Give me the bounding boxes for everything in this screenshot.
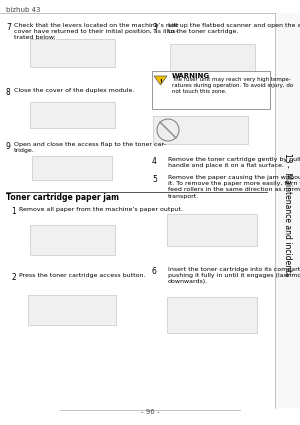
Text: 13 -  Maintenance and incidents: 13 - Maintenance and incidents xyxy=(283,153,292,277)
Text: 4: 4 xyxy=(152,157,157,166)
Text: Remove the paper causing the jam without tearing
it. To remove the paper more ea: Remove the paper causing the jam without… xyxy=(168,175,300,198)
Text: Press the toner cartridge access button.: Press the toner cartridge access button. xyxy=(19,273,146,278)
Text: 8: 8 xyxy=(6,88,11,97)
Text: 2: 2 xyxy=(11,273,16,282)
Bar xyxy=(29,102,115,128)
Bar xyxy=(32,156,112,180)
Text: 1: 1 xyxy=(11,207,16,216)
Polygon shape xyxy=(154,76,167,85)
Circle shape xyxy=(157,119,179,141)
Text: 5: 5 xyxy=(152,175,157,184)
Text: Remove the toner cartridge gently by pulling on its
handle and place it on a fla: Remove the toner cartridge gently by pul… xyxy=(168,157,300,168)
Text: bizhub 43: bizhub 43 xyxy=(6,7,40,13)
Text: 7: 7 xyxy=(6,23,11,32)
Bar xyxy=(29,39,115,67)
Bar xyxy=(167,297,257,333)
Text: 3: 3 xyxy=(152,23,157,32)
Bar xyxy=(152,71,270,109)
Text: Open and close the access flap to the toner car-
tridge.: Open and close the access flap to the to… xyxy=(14,142,166,153)
Text: Close the cover of the duplex module.: Close the cover of the duplex module. xyxy=(14,88,134,93)
Text: Check that the levers located on the machine’s rear
cover have returned to their: Check that the levers located on the mac… xyxy=(14,23,179,40)
Bar xyxy=(28,295,116,325)
Text: 9: 9 xyxy=(6,142,11,151)
Text: Insert the toner cartridge into its compartment,
pushing it fully in until it en: Insert the toner cartridge into its comp… xyxy=(168,267,300,284)
Text: Lift up the flatbed scanner and open the access flap
to the toner cartridge.: Lift up the flatbed scanner and open the… xyxy=(168,23,300,34)
Bar xyxy=(152,116,248,144)
Text: Remove all paper from the machine’s paper output.: Remove all paper from the machine’s pape… xyxy=(19,207,183,212)
Text: The fuser unit may reach very high tempe-
ratures during operation. To avoid inj: The fuser unit may reach very high tempe… xyxy=(172,77,293,94)
Bar xyxy=(169,44,254,82)
Bar xyxy=(29,225,115,255)
Text: !: ! xyxy=(159,79,162,83)
Text: 6: 6 xyxy=(152,267,157,276)
Text: WARNING: WARNING xyxy=(172,73,210,79)
Bar xyxy=(275,13,300,408)
Bar xyxy=(167,214,257,246)
Text: Toner cartridge paper jam: Toner cartridge paper jam xyxy=(6,193,119,202)
Text: - 96 -: - 96 - xyxy=(141,409,159,415)
